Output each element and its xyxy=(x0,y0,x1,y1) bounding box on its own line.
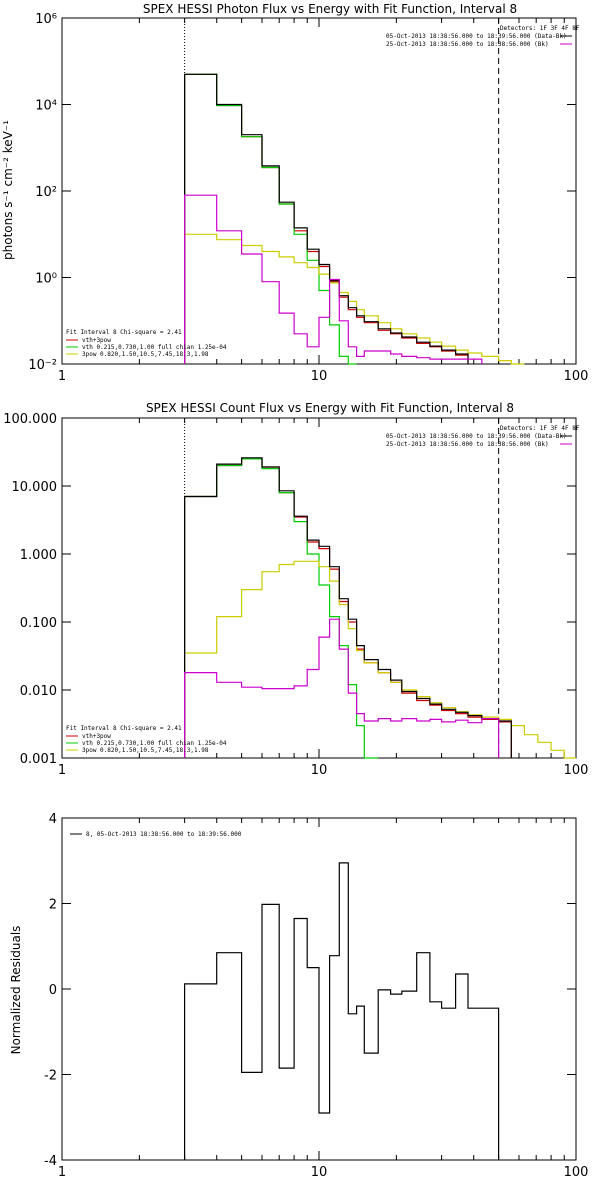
residuals-y-tick-label: 0 xyxy=(49,983,57,998)
photon-flux-x-tick-label: 100 xyxy=(564,369,589,384)
count-flux-fit-header: Fit Interval 8 Chi-square = 2.41 xyxy=(66,725,182,732)
residuals-y-tick-label: -4 xyxy=(44,1154,57,1169)
photon-flux-fit-legend-sum: vth+3pow xyxy=(82,337,111,344)
photon-flux-y-tick-label: 10⁰ xyxy=(35,272,57,287)
photon-flux-x-tick-label: 10 xyxy=(311,369,328,384)
photon-flux-fit-legend-vth: vth 0.215,0.730,1.00 full chian 1.25e-04 xyxy=(82,344,227,351)
photon-flux-series-3pow xyxy=(184,233,525,365)
photon-flux-series-vth-3pow xyxy=(184,73,469,364)
photon-flux-title: SPEX HESSI Photon Flux vs Energy with Fi… xyxy=(143,2,517,16)
count-flux-panel: SPEX HESSI Count Flux vs Energy with Fit… xyxy=(3,401,588,778)
photon-flux-fit-header: Fit Interval 8 Chi-square = 2.41 xyxy=(66,329,182,336)
photon-flux-detector-legend: Detectors: 1F 3F 4F 8F 05-Oct-2013 18:38… xyxy=(386,25,580,48)
count-flux-x-tick-label: 1 xyxy=(58,763,66,778)
residuals-panel: Normalized Residuals 1 10 100 -4 -2 0 2 4 8, 05… xyxy=(9,812,588,1180)
count-flux-detector-legend: Detectors: 1F 3F 4F 8F 05-Oct-2013 18:38… xyxy=(386,425,580,448)
residuals-y-tick-label: 2 xyxy=(49,898,57,913)
count-flux-legend-data: 05-Oct-2013 18:38:56.000 to 18:39:56.000… xyxy=(386,433,567,440)
count-flux-series-bk xyxy=(184,618,500,758)
count-flux-series-3pow xyxy=(184,560,576,759)
photon-flux-legend-data: 05-Oct-2013 18:38:56.000 to 18:39:56.000… xyxy=(386,33,567,40)
residuals-x-tick-label: 1 xyxy=(58,1165,66,1180)
photon-flux-detectors-label: Detectors: 1F 3F 4F 8F xyxy=(500,25,580,32)
residuals-x-tick-label: 100 xyxy=(564,1165,589,1180)
photon-flux-series-bk xyxy=(184,194,483,364)
photon-flux-y-tick-label: 10⁶ xyxy=(35,12,57,27)
photon-flux-y-tick-label: 10² xyxy=(35,185,57,200)
photon-flux-x-tick-label: 1 xyxy=(58,369,66,384)
photon-flux-fit-legend: Fit Interval 8 Chi-square = 2.41 vth+3po… xyxy=(66,329,227,358)
photon-flux-legend-bk: 25-Oct-2013 18:38:56.000 to 18:38:56.000… xyxy=(386,41,549,48)
residuals-legend-label: 8, 05-Oct-2013 18:38:56.000 to 18:39:56.… xyxy=(86,831,242,838)
photon-flux-ylabel: photons s⁻¹ cm⁻² keV⁻¹ xyxy=(1,120,15,260)
count-flux-fit-legend-pow: 3pow 0.820,1.50,10.5,7.45,18.3,1.98 xyxy=(82,747,209,754)
photon-flux-series-vth xyxy=(184,73,357,365)
count-flux-y-tick-label: 1.000 xyxy=(20,548,57,563)
count-flux-legend-bk: 25-Oct-2013 18:38:56.000 to 18:38:56.000… xyxy=(386,441,549,448)
photon-flux-series-data-bk xyxy=(184,73,469,364)
photon-flux-y-tick-label: 10⁴ xyxy=(35,99,57,114)
count-flux-fit-legend-vth: vth 0.215,0.730,1.00 full chian 1.25e-04 xyxy=(82,740,227,747)
count-flux-fit-legend-sum: vth+3pow xyxy=(82,733,111,740)
count-flux-x-tick-label: 100 xyxy=(564,763,589,778)
residuals-legend: 8, 05-Oct-2013 18:38:56.000 to 18:39:56.… xyxy=(70,831,242,838)
photon-flux-y-tick-label: 10⁻² xyxy=(28,358,57,373)
photon-flux-fit-legend-pow: 3pow 0.820,1.50,10.5,7.45,18.3,1.98 xyxy=(82,351,209,358)
photon-flux-panel: SPEX HESSI Photon Flux vs Energy with Fi… xyxy=(1,2,588,384)
count-flux-fit-legend: Fit Interval 8 Chi-square = 2.41 vth+3po… xyxy=(66,725,227,754)
count-flux-y-tick-label: 0.010 xyxy=(20,684,57,699)
count-flux-y-tick-label: 10.000 xyxy=(12,480,58,495)
count-flux-title: SPEX HESSI Count Flux vs Energy with Fit… xyxy=(146,401,514,415)
residuals-ylabel: Normalized Residuals xyxy=(9,926,23,1055)
residuals-series-8-05-oct-2013-18-38-56-000-to-18-39-56-000 xyxy=(184,862,500,1160)
residuals-x-tick-label: 10 xyxy=(311,1165,328,1180)
count-flux-y-tick-label: 100.000 xyxy=(3,412,57,427)
residuals-y-tick-label: -2 xyxy=(44,1069,57,1084)
residuals-y-tick-label: 4 xyxy=(49,812,57,827)
count-flux-x-tick-label: 10 xyxy=(311,763,328,778)
count-flux-y-tick-label: 0.100 xyxy=(20,616,57,631)
count-flux-detectors-label: Detectors: 1F 3F 4F 8F xyxy=(500,425,580,432)
count-flux-series-data-bk xyxy=(184,457,512,758)
count-flux-series-vth xyxy=(184,458,379,759)
count-flux-y-tick-label: 0.001 xyxy=(20,752,57,767)
